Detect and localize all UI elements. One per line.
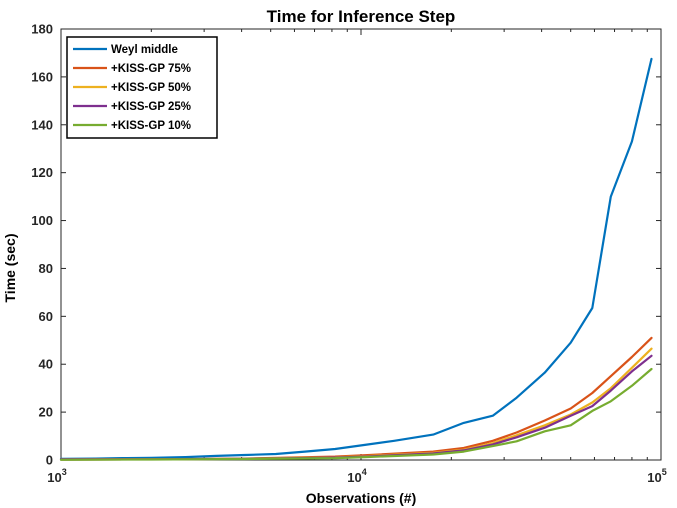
series-line-weyl-middle xyxy=(59,57,653,460)
legend-label: +KISS-GP 10% xyxy=(111,120,191,132)
y-tick-label: 0 xyxy=(46,453,53,468)
y-tick-label: 20 xyxy=(39,405,53,420)
y-tick-label: 60 xyxy=(39,309,53,324)
y-tick-label: 40 xyxy=(39,357,53,372)
y-axis-label: Time (sec) xyxy=(2,234,18,303)
y-tick-label: 100 xyxy=(31,213,53,228)
x-tick-label: 103 xyxy=(47,467,66,485)
x-tick-label: 105 xyxy=(647,467,666,485)
plot-area: 0 20 40 60 80 100 120 140 160 180 103 104 105 Weyl mi… xyxy=(31,22,666,486)
legend-label: Weyl middle xyxy=(111,44,178,56)
x-tick-label: 104 xyxy=(347,467,366,485)
legend-label: +KISS-GP 75% xyxy=(111,63,191,75)
y-tick-label: 140 xyxy=(31,117,53,132)
chart-title: Time for Inference Step xyxy=(267,7,456,26)
legend: Weyl middle +KISS-GP 75% +KISS-GP 50% +KISS… xyxy=(66,36,218,139)
legend-label: +KISS-GP 50% xyxy=(111,82,191,94)
series-line-kiss-gp-10 xyxy=(59,367,653,461)
y-tick-label: 80 xyxy=(39,261,53,276)
y-tick-label: 120 xyxy=(31,165,53,180)
y-tick-label: 180 xyxy=(31,22,53,37)
x-axis-label: Observations (#) xyxy=(306,490,416,506)
y-tick-label: 160 xyxy=(31,69,53,84)
legend-label: +KISS-GP 25% xyxy=(111,101,191,113)
